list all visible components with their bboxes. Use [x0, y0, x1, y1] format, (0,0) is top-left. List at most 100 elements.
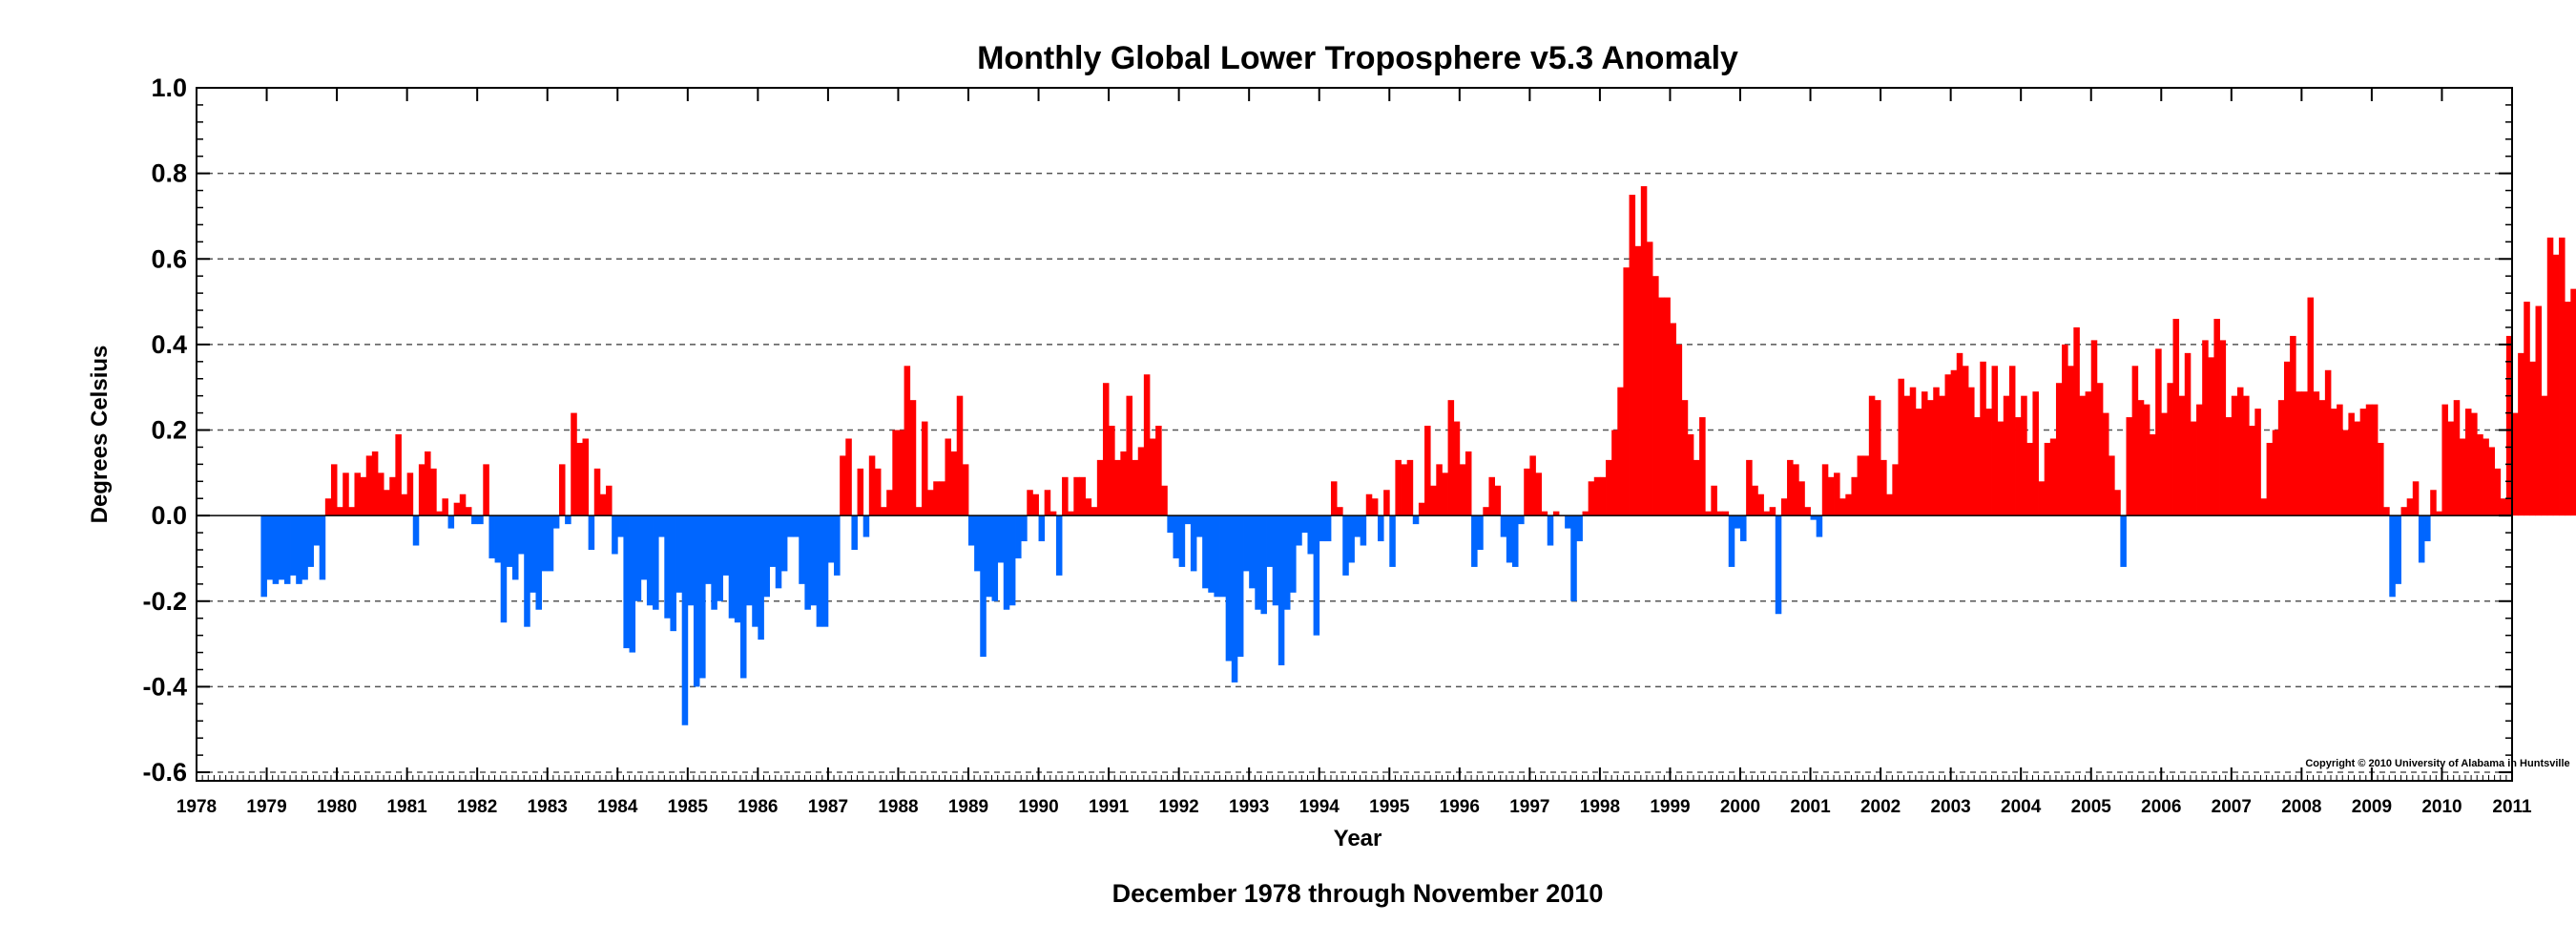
- bar: [1705, 511, 1712, 516]
- bar: [1956, 352, 1963, 516]
- bar: [1266, 515, 1274, 567]
- bar: [1055, 515, 1063, 576]
- bar: [1915, 409, 1922, 516]
- bar: [2318, 400, 2326, 516]
- y-axis-label: Degrees Celsius: [87, 346, 113, 524]
- bar: [1500, 515, 1507, 537]
- bar: [1049, 511, 1057, 516]
- bar: [1296, 515, 1302, 546]
- bar: [2073, 326, 2080, 516]
- bar: [2307, 297, 2315, 516]
- chart-subtitle: December 1978 through November 2010: [1112, 879, 1604, 908]
- bar: [2283, 361, 2291, 516]
- x-tick-label: 2002: [1860, 797, 1901, 817]
- bar: [2225, 417, 2233, 516]
- bar: [2008, 366, 2016, 516]
- bar: [799, 515, 805, 584]
- bar: [2003, 395, 2010, 516]
- bar: [2196, 404, 2203, 516]
- bar: [1143, 374, 1151, 516]
- bar: [705, 515, 712, 584]
- bar: [1593, 476, 1601, 516]
- y-tick-label: -0.2: [142, 587, 187, 616]
- bar: [2190, 421, 2197, 516]
- bar: [1547, 515, 1554, 546]
- bar: [1816, 515, 1823, 537]
- bar: [1903, 395, 1911, 516]
- bar: [2552, 254, 2560, 516]
- bar: [2494, 468, 2502, 516]
- bar: [787, 515, 794, 537]
- x-tick-label: 2008: [2281, 797, 2321, 817]
- bar: [2342, 430, 2349, 516]
- bar: [1459, 464, 1466, 516]
- bar: [1541, 511, 1548, 516]
- bar: [436, 511, 443, 516]
- y-tick-label: 0.8: [151, 159, 187, 188]
- bar: [506, 515, 513, 567]
- x-tick-labels: 1978 1979 1980 1981 1982 1983 1984 1985 1986 1987…: [177, 797, 2532, 817]
- bar: [1360, 515, 1367, 546]
- bar: [612, 515, 618, 555]
- x-tick-label: 1997: [1509, 797, 1549, 817]
- grid-lines: [197, 172, 2512, 773]
- bar: [500, 515, 508, 623]
- y-tick-label: 0.2: [151, 416, 187, 445]
- bar: [2488, 447, 2496, 516]
- bar: [2143, 404, 2150, 516]
- bar: [1430, 485, 1437, 516]
- x-tick-label: 1984: [597, 797, 638, 817]
- bar: [2090, 340, 2098, 516]
- bar: [2441, 404, 2448, 516]
- bar: [1068, 511, 1074, 516]
- y-tick-label: 0.0: [151, 501, 187, 530]
- bar: [1471, 515, 1478, 567]
- bar: [1874, 400, 1881, 516]
- bar: [1167, 515, 1174, 534]
- x-tick-label: 1993: [1229, 797, 1269, 817]
- bar: [360, 476, 367, 516]
- bar: [1921, 391, 1928, 516]
- bar: [1225, 515, 1233, 662]
- x-tick-label: 1978: [177, 797, 217, 817]
- bar: [2044, 442, 2051, 516]
- bar: [763, 515, 771, 598]
- bar: [1611, 430, 1618, 516]
- x-tick-label: 1999: [1650, 797, 1690, 817]
- bar: [2178, 395, 2186, 516]
- bar: [2359, 409, 2367, 516]
- bar: [2296, 391, 2302, 516]
- bar: [1354, 515, 1361, 537]
- bar: [1511, 515, 1519, 567]
- bar: [343, 472, 349, 516]
- bar: [1810, 515, 1818, 520]
- bar: [915, 507, 923, 516]
- bar: [2477, 434, 2483, 516]
- bar: [1670, 323, 1676, 516]
- x-tick-label: 2007: [2212, 797, 2252, 817]
- x-tick-label: 1989: [948, 797, 988, 817]
- bar: [1664, 297, 1671, 516]
- bar: [746, 515, 753, 606]
- bar: [2524, 302, 2530, 516]
- bar: [2266, 442, 2274, 516]
- bar: [412, 515, 420, 546]
- bar: [2500, 498, 2507, 516]
- x-tick-label: 1980: [317, 797, 357, 817]
- bar: [2062, 344, 2068, 516]
- x-tick-label: 2010: [2421, 797, 2462, 817]
- bar: [541, 515, 549, 572]
- bar: [2184, 352, 2192, 516]
- bar: [1401, 464, 1408, 516]
- bar: [1763, 511, 1771, 516]
- bar: [1272, 515, 1279, 606]
- bar: [1892, 464, 1899, 516]
- bar: [892, 430, 899, 516]
- bar: [1255, 515, 1261, 610]
- bar: [2126, 417, 2133, 516]
- bar: [2038, 481, 2046, 516]
- bar: [1793, 464, 1799, 516]
- bar: [1137, 447, 1145, 516]
- bar: [565, 515, 571, 525]
- bar: [1477, 515, 1484, 550]
